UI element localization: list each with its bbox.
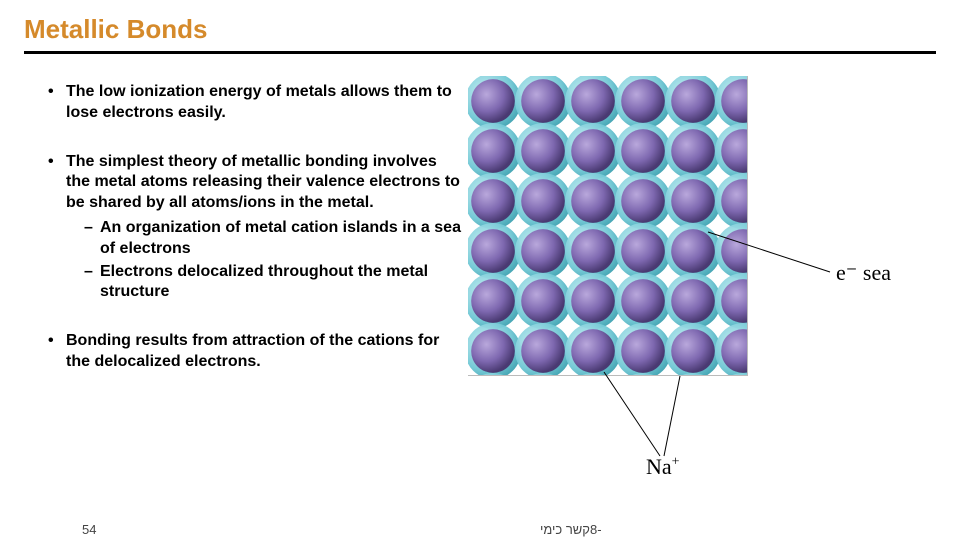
- title-underline: [24, 51, 936, 54]
- bullet-text: The low ionization energy of metals allo…: [66, 83, 452, 121]
- electron-sea-label: e⁻ sea: [836, 260, 891, 286]
- sodium-cation-label: Na+: [646, 454, 680, 480]
- bullet-item: The low ionization energy of metals allo…: [48, 82, 464, 124]
- figure-area: e⁻ sea Na+: [468, 76, 946, 490]
- na-sup: +: [672, 455, 680, 470]
- sub-bullet-item: Electrons delocalized throughout the met…: [66, 262, 464, 304]
- footer-text: -8קשר כימי: [540, 522, 602, 537]
- page-number: 54: [82, 522, 96, 537]
- bullet-item: The simplest theory of metallic bonding …: [48, 152, 464, 304]
- sub-bullet-item: An organization of metal cation islands …: [66, 218, 464, 260]
- page-title: Metallic Bonds: [24, 14, 936, 45]
- bullet-text: The simplest theory of metallic bonding …: [66, 153, 460, 212]
- bullet-text: Bonding results from attraction of the c…: [66, 332, 439, 370]
- text-column: The low ionization energy of metals allo…: [24, 82, 464, 401]
- lattice-svg: [468, 76, 748, 376]
- lattice-diagram: [468, 76, 748, 376]
- bullet-item: Bonding results from attraction of the c…: [48, 331, 464, 373]
- na-text: Na: [646, 454, 672, 479]
